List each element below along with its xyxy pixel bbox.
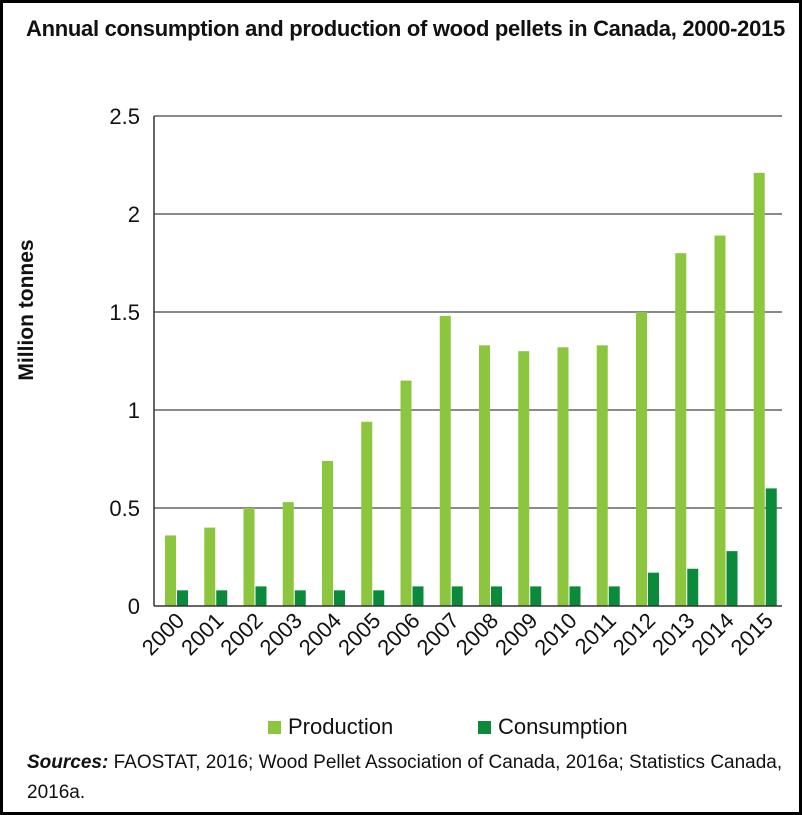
x-tick-label: 2000 bbox=[137, 608, 189, 660]
y-tick-label: 0.5 bbox=[109, 496, 140, 521]
bar-consumption bbox=[687, 568, 699, 606]
legend-item-production: Production bbox=[268, 712, 393, 742]
x-tick-label: 2011 bbox=[570, 608, 621, 659]
bar-production bbox=[400, 380, 412, 606]
bar-production bbox=[557, 347, 569, 606]
bar-consumption bbox=[569, 586, 581, 606]
x-tick-label: 2001 bbox=[176, 608, 228, 660]
bar-consumption bbox=[530, 586, 542, 606]
bar-production bbox=[753, 172, 765, 606]
bar-production bbox=[636, 312, 647, 606]
x-tick-label: 2004 bbox=[294, 608, 346, 660]
y-tick-label: 1.5 bbox=[109, 300, 140, 325]
bar-consumption bbox=[765, 488, 777, 606]
bar-consumption bbox=[334, 590, 345, 606]
x-tick-label: 2006 bbox=[372, 608, 424, 660]
bar-consumption bbox=[177, 590, 188, 606]
x-tick-label: 2013 bbox=[647, 608, 699, 660]
bar-consumption bbox=[608, 586, 620, 606]
bar-consumption bbox=[412, 586, 424, 606]
chart-title: Annual consumption and production of woo… bbox=[26, 16, 785, 41]
y-tick-label: 2 bbox=[128, 202, 140, 227]
bar-consumption bbox=[648, 572, 659, 606]
bar-production bbox=[243, 508, 255, 606]
bar-production bbox=[675, 253, 687, 606]
legend: Production Consumption bbox=[0, 712, 802, 742]
bar-production bbox=[479, 345, 490, 606]
bar-consumption bbox=[216, 590, 228, 606]
x-tick-label: 2012 bbox=[608, 608, 660, 660]
x-tick-label: 2008 bbox=[451, 608, 503, 660]
sources-note: Sources: FAOSTAT, 2016; Wood Pellet Asso… bbox=[27, 748, 787, 808]
x-tick-labels: 2000200120022003200420052006200720082009… bbox=[137, 608, 778, 660]
x-tick-label: 2015 bbox=[726, 608, 778, 660]
legend-label-consumption: Consumption bbox=[498, 714, 628, 739]
legend-item-consumption: Consumption bbox=[478, 712, 628, 742]
x-tick-label: 2009 bbox=[490, 608, 542, 660]
bar-consumption bbox=[294, 590, 306, 606]
bar-production bbox=[596, 345, 608, 606]
y-tick-label: 0 bbox=[128, 594, 140, 619]
x-tick-label: 2010 bbox=[529, 608, 581, 660]
bar-consumption bbox=[491, 586, 502, 606]
x-tick-label: 2007 bbox=[412, 608, 464, 660]
legend-label-production: Production bbox=[288, 714, 394, 739]
bar-production bbox=[322, 460, 333, 606]
bar-production bbox=[714, 235, 726, 606]
bar-consumption bbox=[726, 551, 738, 606]
bar-consumption bbox=[373, 590, 385, 606]
bar-consumption bbox=[451, 586, 463, 606]
bar-production bbox=[282, 502, 294, 606]
bar-consumption bbox=[255, 586, 267, 606]
sources-label: Sources: bbox=[27, 752, 109, 773]
y-tick-label: 2.5 bbox=[109, 104, 140, 129]
bar-production bbox=[165, 535, 176, 606]
y-tick-label: 1 bbox=[128, 398, 140, 423]
legend-swatch-consumption bbox=[478, 720, 491, 734]
bar-production bbox=[204, 527, 216, 606]
x-tick-label: 2014 bbox=[686, 608, 738, 660]
bar-production bbox=[518, 351, 530, 606]
y-tick-labels: 0 0.5 1 1.5 2 2.5 bbox=[109, 104, 140, 619]
legend-swatch-production bbox=[268, 720, 281, 734]
x-tick-label: 2002 bbox=[215, 608, 267, 660]
x-tick-label: 2003 bbox=[255, 608, 307, 660]
bar-production bbox=[361, 421, 373, 606]
bar-production bbox=[439, 315, 451, 606]
grid-lines bbox=[154, 115, 782, 509]
sources-text: FAOSTAT, 2016; Wood Pellet Association o… bbox=[27, 752, 783, 803]
bars bbox=[165, 172, 777, 606]
x-tick-label: 2005 bbox=[333, 608, 385, 660]
